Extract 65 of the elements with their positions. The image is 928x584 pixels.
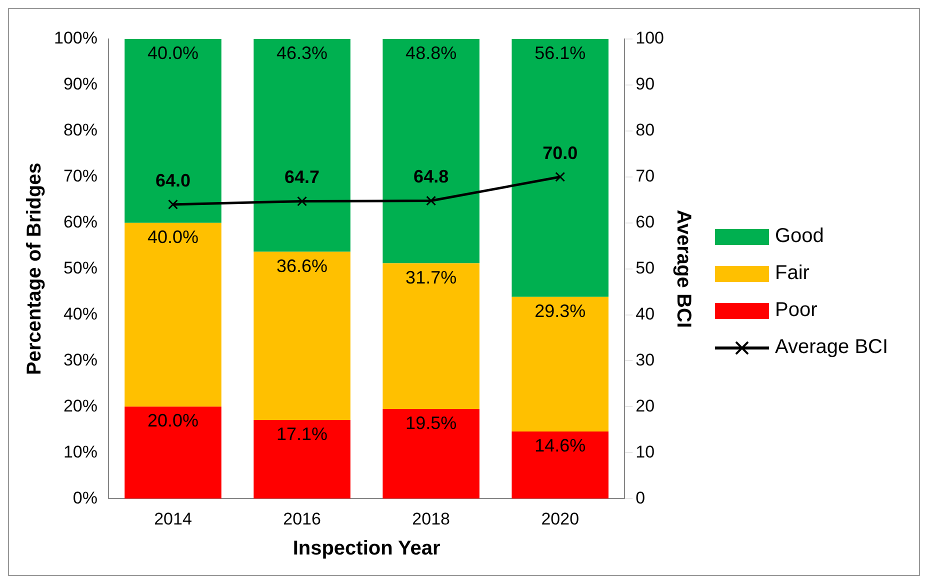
y2-tick-label: 40 bbox=[636, 304, 655, 324]
y-tick-label: 40% bbox=[63, 304, 98, 324]
point bbox=[297, 196, 308, 206]
data-label: 56.1% bbox=[534, 42, 586, 63]
data-label: 64.7 bbox=[284, 167, 320, 188]
y-tick-label: 90% bbox=[63, 74, 98, 94]
y2-tick-label: 90 bbox=[636, 74, 655, 94]
x-tick-label: 2020 bbox=[541, 509, 580, 528]
y-tick-label: 100% bbox=[54, 28, 98, 48]
data-label: 19.5% bbox=[406, 412, 457, 433]
y2-tick-label: 10 bbox=[636, 442, 655, 462]
y-tick-label: 60% bbox=[63, 212, 98, 232]
data-label: 17.1% bbox=[276, 424, 328, 444]
data-label: 48.8% bbox=[406, 42, 457, 63]
y2-tick-label: 30 bbox=[636, 350, 655, 370]
y-tick-label: 20% bbox=[63, 396, 98, 416]
x-tick-label: 2014 bbox=[154, 509, 192, 528]
data-label: 36.6% bbox=[276, 256, 328, 276]
data-label: 14.6% bbox=[534, 435, 586, 456]
bar bbox=[124, 39, 222, 223]
y2-tick-label: 0 bbox=[636, 488, 646, 508]
x-tick-label: 2016 bbox=[283, 509, 321, 528]
bar bbox=[512, 39, 609, 297]
y-tick-label: 30% bbox=[63, 350, 98, 370]
point bbox=[555, 172, 566, 182]
point bbox=[168, 199, 178, 210]
data-label: 64.8 bbox=[414, 166, 449, 187]
x-tick-label: 2018 bbox=[412, 509, 450, 528]
y2-tick-label: 100 bbox=[636, 28, 664, 48]
bar bbox=[124, 222, 222, 407]
bar bbox=[124, 406, 222, 499]
bar bbox=[382, 263, 480, 409]
legend-label: Good bbox=[775, 225, 824, 248]
y-tick-label: 80% bbox=[63, 120, 98, 140]
data-label: 31.7% bbox=[406, 267, 457, 288]
data-label: 40.0% bbox=[147, 226, 199, 247]
data-label: 70.0 bbox=[542, 142, 578, 163]
bar bbox=[254, 420, 350, 499]
legend-label: Poor bbox=[775, 299, 818, 322]
data-label: 64.0 bbox=[155, 170, 191, 190]
y-tick-label: 70% bbox=[63, 166, 98, 186]
bar bbox=[382, 39, 480, 264]
bar bbox=[382, 408, 480, 499]
y-axis-title: Percentage of Bridges bbox=[24, 162, 46, 375]
data-label: 40.0% bbox=[147, 42, 199, 63]
legend-label: Average BCI bbox=[775, 336, 888, 359]
bar bbox=[254, 39, 350, 252]
bar bbox=[254, 252, 350, 420]
y2-axis-title: Average BCI bbox=[672, 210, 694, 328]
point bbox=[426, 196, 436, 206]
data-label: 20.0% bbox=[147, 410, 199, 431]
y2-tick-label: 80 bbox=[636, 120, 655, 140]
y-tick-label: 0% bbox=[72, 488, 98, 508]
y2-tick-label: 50 bbox=[636, 258, 655, 278]
y2-tick-label: 20 bbox=[636, 396, 655, 416]
y-tick-label: 50% bbox=[63, 258, 98, 278]
y2-tick-label: 60 bbox=[636, 212, 655, 232]
bar bbox=[512, 432, 609, 499]
data-label: 29.3% bbox=[534, 300, 586, 321]
y2-tick-label: 70 bbox=[636, 166, 655, 186]
bar bbox=[512, 296, 609, 432]
y-tick-label: 10% bbox=[63, 442, 98, 462]
x-axis-title: Inspection Year bbox=[292, 538, 441, 560]
data-label: 46.3% bbox=[276, 42, 328, 63]
legend-label: Fair bbox=[775, 262, 810, 285]
